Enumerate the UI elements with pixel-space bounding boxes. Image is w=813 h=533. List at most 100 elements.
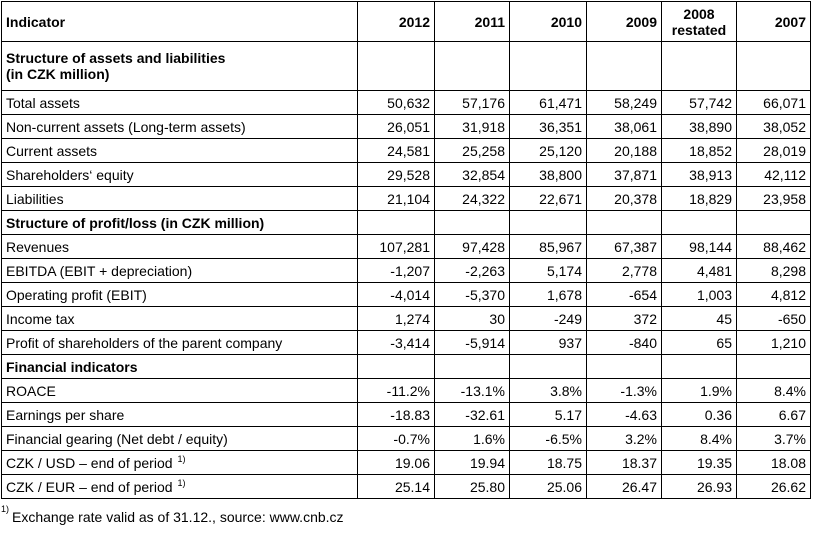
- value-cell: 58,249: [586, 90, 662, 115]
- indicator-column-header: Indicator: [1, 1, 358, 42]
- value-cell: 25,258: [434, 138, 510, 163]
- value-cell: 25.80: [434, 474, 510, 499]
- value-cell: 372: [586, 306, 662, 331]
- table-row: Earnings per share -18.83 -32.61 5.17 -4.63 0…: [1, 402, 811, 427]
- value-cell: 0.36: [661, 402, 737, 427]
- value-cell: 50,632: [357, 90, 435, 115]
- value-cell: 32,854: [434, 162, 510, 187]
- value-cell: 61,471: [509, 90, 587, 115]
- value-cell: 25.06: [509, 474, 587, 499]
- value-cell: 67,387: [586, 234, 662, 259]
- value-cell: -13.1%: [434, 378, 510, 403]
- value-cell: -249: [509, 306, 587, 331]
- row-label-text: Financial gearing (Net debt / equity): [6, 430, 228, 447]
- table-row: Income tax 1,274 30 -249 372 45 -650: [1, 306, 811, 331]
- row-label: ROACE: [1, 378, 358, 403]
- value-cell: 3.8%: [509, 378, 587, 403]
- row-label-text: Revenues: [6, 238, 70, 255]
- row-label: CZK / USD – end of period 1): [1, 450, 358, 475]
- year-header-2008-year: 2008: [683, 5, 715, 22]
- row-label: Earnings per share: [1, 402, 358, 427]
- value-cell: -18.83: [357, 402, 435, 427]
- value-cell: 19.94: [434, 450, 510, 475]
- value-cell: 26.47: [586, 474, 662, 499]
- row-label: Non-current assets (Long-term assets): [1, 114, 358, 139]
- value-cell: -4,014: [357, 282, 435, 307]
- empty-cell: [736, 210, 811, 235]
- value-cell: 1,210: [736, 330, 811, 355]
- value-cell: -5,914: [434, 330, 510, 355]
- value-cell: 2,778: [586, 258, 662, 283]
- value-cell: 31,918: [434, 114, 510, 139]
- value-cell: 26,051: [357, 114, 435, 139]
- section-title: Structure of assets and liabilities (in C…: [1, 41, 358, 91]
- value-cell: -1.3%: [586, 378, 662, 403]
- value-cell: 937: [509, 330, 587, 355]
- row-label: CZK / EUR – end of period 1): [1, 474, 358, 499]
- row-label-text: CZK / USD – end of period: [6, 454, 173, 471]
- table-row: Operating profit (EBIT) -4,014 -5,370 1,678…: [1, 282, 811, 307]
- year-header-2008-restated: 2008 restated: [661, 1, 737, 42]
- year-header-2010: 2010: [509, 1, 587, 42]
- value-cell: 38,800: [509, 162, 587, 187]
- table-row: Total assets 50,632 57,176 61,471 58,249 57,7…: [1, 90, 811, 115]
- value-cell: 8,298: [736, 258, 811, 283]
- row-label: Income tax: [1, 306, 358, 331]
- empty-cell: [586, 41, 662, 91]
- value-cell: 85,967: [509, 234, 587, 259]
- footnote-text: Exchange rate valid as of 31.12., source…: [12, 509, 344, 525]
- value-cell: 1.9%: [661, 378, 737, 403]
- table-row: Profit of shareholders of the parent com…: [1, 330, 811, 355]
- row-label-text: Income tax: [6, 310, 75, 327]
- value-cell: 24,581: [357, 138, 435, 163]
- value-cell: 20,188: [586, 138, 662, 163]
- row-label-text: Shareholders‘ equity: [6, 166, 134, 183]
- value-cell: 30: [434, 306, 510, 331]
- section-title: Structure of profit/loss (in CZK million…: [1, 210, 358, 235]
- value-cell: 4,812: [736, 282, 811, 307]
- row-label: Liabilities: [1, 186, 358, 211]
- value-cell: -840: [586, 330, 662, 355]
- value-cell: 5,174: [509, 258, 587, 283]
- value-cell: 26.62: [736, 474, 811, 499]
- value-cell: 25.14: [357, 474, 435, 499]
- empty-cell: [357, 354, 435, 379]
- value-cell: 28,019: [736, 138, 811, 163]
- footnote: 1) Exchange rate valid as of 31.12., sour…: [1, 504, 344, 525]
- value-cell: 65: [661, 330, 737, 355]
- year-header-2011: 2011: [434, 1, 510, 42]
- empty-cell: [509, 41, 587, 91]
- row-label-text: Operating profit (EBIT): [6, 286, 147, 303]
- value-cell: 98,144: [661, 234, 737, 259]
- value-cell: -1,207: [357, 258, 435, 283]
- value-cell: 29,528: [357, 162, 435, 187]
- value-cell: 38,061: [586, 114, 662, 139]
- value-cell: 88,462: [736, 234, 811, 259]
- value-cell: -3,414: [357, 330, 435, 355]
- row-label: Total assets: [1, 90, 358, 115]
- value-cell: 1,678: [509, 282, 587, 307]
- row-label-text: Liabilities: [6, 190, 64, 207]
- value-cell: 6.67: [736, 402, 811, 427]
- row-label-text: Total assets: [6, 94, 80, 111]
- value-cell: -2,263: [434, 258, 510, 283]
- value-cell: 8.4%: [661, 426, 737, 451]
- value-cell: 26.93: [661, 474, 737, 499]
- value-cell: 18.37: [586, 450, 662, 475]
- value-cell: 20,378: [586, 186, 662, 211]
- value-cell: -11.2%: [357, 378, 435, 403]
- row-label-text: CZK / EUR – end of period: [6, 478, 173, 495]
- row-label-text: Earnings per share: [6, 406, 125, 423]
- value-cell: 38,890: [661, 114, 737, 139]
- row-label-text: Profit of shareholders of the parent com…: [6, 334, 283, 351]
- section-header-row: Structure of profit/loss (in CZK million…: [1, 210, 811, 235]
- empty-cell: [736, 354, 811, 379]
- value-cell: 18,829: [661, 186, 737, 211]
- value-cell: 18.75: [509, 450, 587, 475]
- value-cell: 3.7%: [736, 426, 811, 451]
- table-row: ROACE -11.2% -13.1% 3.8% -1.3% 1.9% 8.4%: [1, 378, 811, 403]
- empty-cell: [509, 210, 587, 235]
- section-header-row: Financial indicators: [1, 354, 811, 379]
- row-label-text: EBITDA (EBIT + depreciation): [6, 262, 193, 279]
- value-cell: 18,852: [661, 138, 737, 163]
